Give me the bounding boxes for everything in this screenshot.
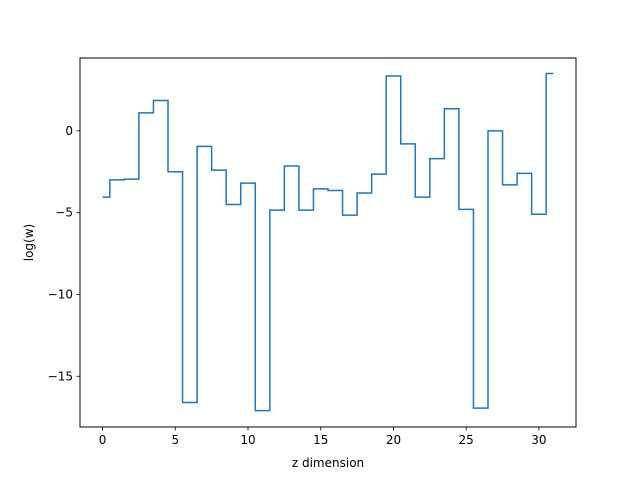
y-tick-label: −10	[48, 287, 73, 301]
plot-area	[102, 72, 554, 412]
y-tick-label: 0	[65, 124, 73, 138]
y-tick-label: −5	[55, 206, 73, 220]
x-tick-label: 10	[240, 433, 255, 447]
x-tick-label: 15	[313, 433, 328, 447]
x-tick-label: 25	[459, 433, 474, 447]
x-tick-label: 30	[531, 433, 546, 447]
axis-ticks: 0 5 10 15 20 25 30 0 −5 −10 −15	[48, 124, 547, 447]
axes-frame	[79, 57, 577, 428]
y-tick-label: −15	[48, 369, 73, 383]
x-tick-label: 5	[171, 433, 179, 447]
x-tick-label: 20	[386, 433, 401, 447]
x-axis-label: z dimension	[292, 456, 364, 470]
y-axis-label: log(w)	[22, 224, 36, 261]
series-line-0	[102, 72, 554, 412]
x-tick-label: 0	[99, 433, 107, 447]
